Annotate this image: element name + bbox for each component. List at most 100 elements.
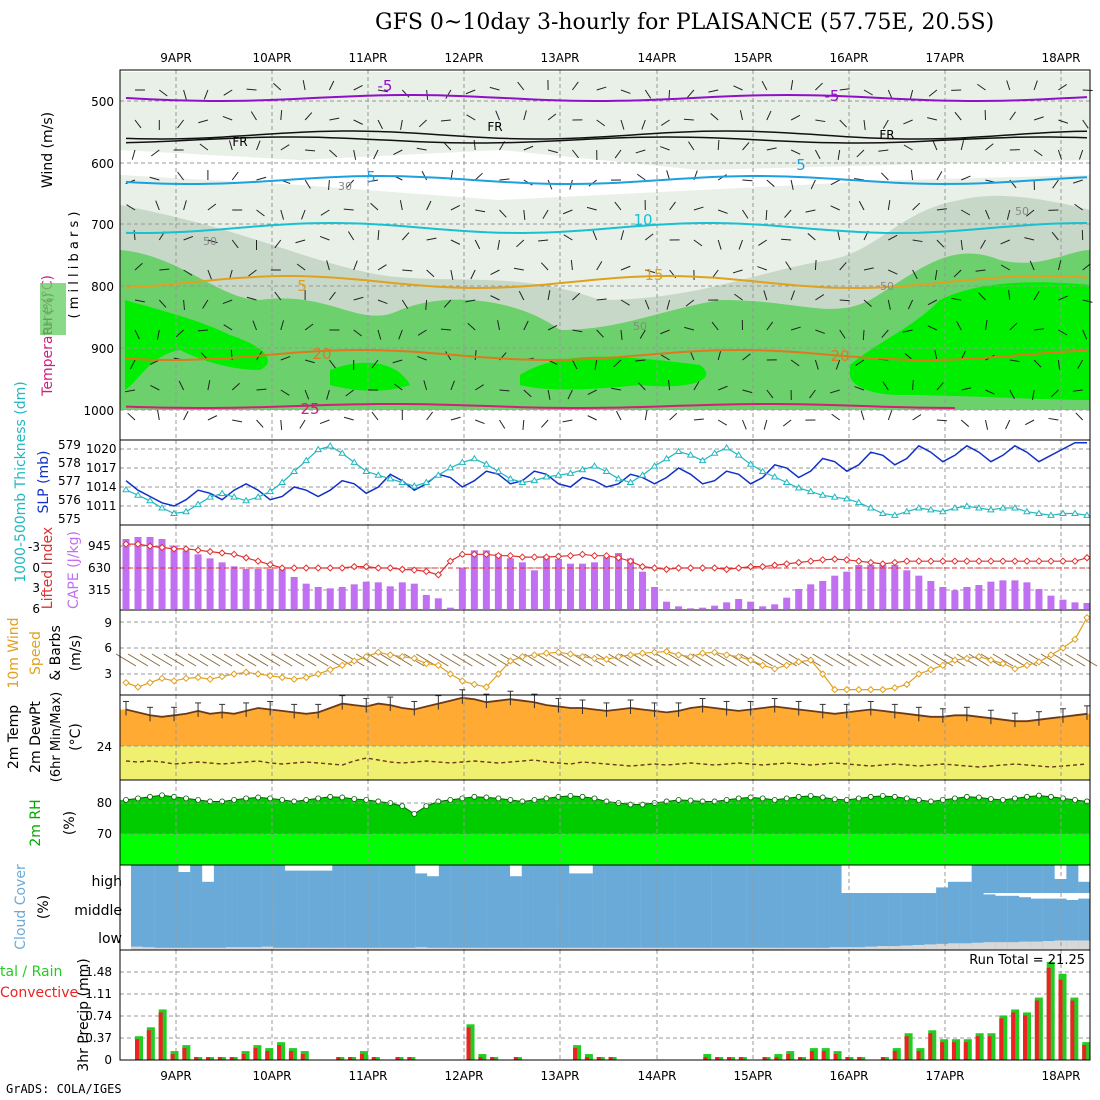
cape-bar bbox=[218, 562, 226, 609]
wind10-marker bbox=[590, 654, 599, 663]
wind10-marker bbox=[506, 657, 515, 665]
rh2m-marker bbox=[543, 795, 550, 802]
wind-barb bbox=[1000, 239, 1010, 245]
cloud-low-fill bbox=[876, 946, 889, 950]
cape-bar bbox=[386, 586, 394, 609]
wind10-marker bbox=[1047, 651, 1055, 659]
wind-barb bbox=[738, 239, 743, 250]
wind-barb bbox=[571, 81, 579, 91]
wind-barb bbox=[299, 419, 306, 429]
bottom-date-label: 11APR bbox=[348, 1069, 387, 1083]
contour-label: 50 bbox=[880, 280, 894, 293]
cape-bar bbox=[290, 577, 298, 609]
wind-barb bbox=[401, 299, 409, 309]
cloud-low-fill bbox=[367, 947, 380, 950]
cloud-low-fill bbox=[995, 942, 1008, 950]
wind-barb bbox=[398, 329, 403, 340]
cape-bar bbox=[939, 587, 947, 609]
cloud-mid-bar bbox=[628, 893, 641, 921]
rh2m-marker bbox=[747, 794, 754, 801]
cloud-mid-bar bbox=[190, 893, 203, 921]
cloud-low-bar bbox=[249, 921, 262, 949]
wind10-marker bbox=[963, 654, 971, 663]
li-tick-label: 0 bbox=[32, 561, 40, 575]
cloud-mid-bar bbox=[971, 893, 984, 921]
cape-bar bbox=[278, 569, 286, 609]
cape-bar bbox=[326, 588, 334, 609]
cloud-low-fill bbox=[841, 947, 854, 950]
rh2m-marker bbox=[147, 793, 153, 800]
cloud-low-bar bbox=[498, 921, 511, 949]
wind-barb bbox=[616, 410, 622, 421]
wind-barb bbox=[393, 149, 403, 155]
thickness-marker bbox=[386, 474, 395, 482]
wind10-marker bbox=[338, 661, 346, 670]
wind-barb bbox=[329, 117, 340, 121]
rh2m-marker bbox=[471, 793, 478, 800]
wind-barb bbox=[547, 290, 551, 301]
wind-barb bbox=[280, 320, 285, 331]
cloud-mid-bar bbox=[876, 893, 889, 921]
wind-barb bbox=[742, 353, 751, 361]
thickness-marker bbox=[218, 489, 226, 496]
li-marker bbox=[1011, 557, 1019, 565]
thickness-marker bbox=[182, 507, 190, 515]
wind-barb bbox=[686, 89, 695, 98]
wind10-barb bbox=[920, 653, 942, 667]
wind-barb bbox=[863, 89, 873, 96]
wind10-barb bbox=[428, 653, 449, 667]
wind10-marker bbox=[266, 672, 274, 680]
precip-conv-bar bbox=[975, 1036, 980, 1060]
thickness-marker bbox=[170, 509, 178, 517]
cape-bar bbox=[554, 559, 562, 609]
cape-bar bbox=[771, 604, 779, 609]
wind-barb bbox=[1058, 329, 1068, 336]
precip-conv-bar bbox=[217, 1057, 222, 1060]
wind-barb bbox=[232, 419, 243, 423]
wind10-barb bbox=[368, 653, 389, 667]
cape-bar bbox=[194, 554, 202, 609]
wind10-marker bbox=[374, 648, 382, 657]
wind-barb bbox=[839, 329, 846, 339]
wind-barb bbox=[586, 206, 597, 211]
wind10-barb bbox=[764, 653, 785, 667]
thickness-marker bbox=[314, 445, 323, 453]
rh2m-marker bbox=[867, 793, 874, 800]
thickness-axis-label: 1000-500mb Thickness (dm) bbox=[13, 381, 29, 582]
wind-barb bbox=[426, 269, 435, 278]
cloud-low-fill bbox=[734, 947, 747, 950]
cloud-high-bar bbox=[320, 870, 333, 893]
wind10-tick-label: 6 bbox=[104, 641, 112, 655]
wind10-barb bbox=[464, 653, 485, 667]
cloud-low-bar bbox=[178, 921, 191, 949]
cloud-low-bar bbox=[592, 921, 605, 949]
cloud-low-fill bbox=[699, 947, 712, 950]
cloud-mid-bar bbox=[663, 893, 676, 921]
wind-barb bbox=[231, 239, 239, 249]
cloud-mid-bar bbox=[450, 893, 463, 921]
wind-barb bbox=[596, 261, 603, 271]
li-marker bbox=[146, 542, 154, 550]
rh2m-marker bbox=[123, 797, 129, 803]
wind10-barb bbox=[1052, 653, 1074, 667]
thickness-marker bbox=[494, 467, 503, 475]
thickness-marker bbox=[674, 447, 683, 454]
rh-shade-bright bbox=[520, 356, 707, 390]
wind-barb bbox=[202, 299, 209, 309]
pressure-tick-label: 1000 bbox=[83, 404, 114, 418]
wind10-marker bbox=[170, 677, 178, 685]
wind-barb bbox=[717, 419, 728, 426]
cloud-mid-bar bbox=[711, 893, 724, 921]
rh2m-marker bbox=[783, 795, 790, 802]
precip-conv-bar bbox=[395, 1057, 400, 1060]
wind-barb bbox=[228, 140, 233, 151]
thickness-marker bbox=[770, 473, 779, 480]
cloud-low-bar bbox=[971, 921, 984, 949]
precip-conv-bar bbox=[762, 1057, 767, 1060]
wind-barb bbox=[252, 320, 257, 331]
cape-bar bbox=[506, 558, 514, 609]
wind10-marker bbox=[554, 648, 563, 657]
rh2m-marker bbox=[531, 797, 538, 803]
cape-bar bbox=[146, 537, 154, 609]
